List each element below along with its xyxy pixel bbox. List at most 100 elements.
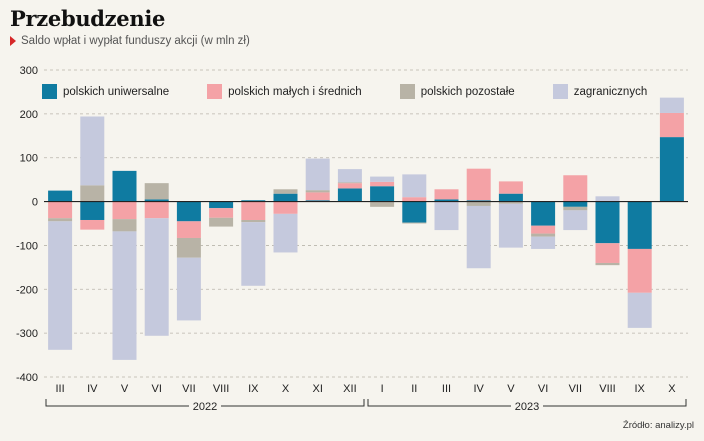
y-tick-label: 100 xyxy=(20,153,38,165)
x-tick-label: IX xyxy=(634,383,645,395)
x-tick-label: I xyxy=(381,383,384,395)
legend-swatch xyxy=(399,84,415,99)
bar-segment-male xyxy=(434,189,459,200)
year-label-bg xyxy=(189,400,221,412)
bar-segment-zagraniczne xyxy=(627,292,652,328)
bar-segment-uniwersalne xyxy=(659,137,684,202)
legend-label: polskich małych i średnich xyxy=(228,85,362,98)
bar-segment-pozostale xyxy=(595,262,620,266)
bar-segment-male xyxy=(241,201,266,220)
x-tick-label: II xyxy=(411,383,417,395)
bar-segment-male xyxy=(48,201,73,219)
bar-segment-uniwersalne xyxy=(627,201,652,249)
bar-segment-uniwersalne xyxy=(595,201,620,244)
bar-segment-uniwersalne xyxy=(498,193,523,202)
bar-segment-male xyxy=(337,183,362,189)
bar-segment-male xyxy=(305,192,330,201)
bar-segment-zagraniczne xyxy=(305,158,330,191)
bar-segment-male xyxy=(466,168,491,201)
bar-segment-zagraniczne xyxy=(531,236,556,249)
bar-segment-uniwersalne xyxy=(80,201,105,220)
bar-segment-male xyxy=(209,208,234,218)
bar-segment-zagraniczne xyxy=(498,203,523,248)
bar-segment-pozostale xyxy=(273,189,298,194)
bar-segment-male xyxy=(402,197,427,202)
y-tick-label: -100 xyxy=(16,240,38,252)
bar-segment-uniwersalne xyxy=(466,200,491,202)
chart-subtitle: Saldo wpłat i wypłat funduszy akcji (w m… xyxy=(10,35,250,47)
bar-segment-uniwersalne xyxy=(434,199,459,202)
bar-segment-male xyxy=(144,201,169,219)
bar-segment-pozostale xyxy=(563,206,588,211)
bar-segment-zagraniczne xyxy=(80,116,105,186)
red-triangle-icon xyxy=(10,36,16,46)
bar-segment-zagraniczne xyxy=(144,218,169,336)
bar-segment-uniwersalne xyxy=(176,201,201,222)
bar-segment-zagraniczne xyxy=(659,97,684,113)
y-tick-label: 300 xyxy=(20,65,38,77)
bar-segment-pozostale xyxy=(176,237,201,258)
legend-label: zagranicznych xyxy=(573,85,648,98)
bar-segment-zagraniczne xyxy=(434,201,459,231)
bar-segment-zagraniczne xyxy=(241,222,266,286)
bar-segment-male xyxy=(370,181,395,187)
legend-swatch xyxy=(552,84,568,99)
bar-segment-zagraniczne xyxy=(595,196,620,202)
x-tick-label: VI xyxy=(538,383,548,395)
legend-swatch xyxy=(207,84,223,99)
x-tick-label: V xyxy=(507,383,515,395)
year-label-bg xyxy=(511,400,543,412)
x-tick-label: X xyxy=(282,383,290,395)
bar-segment-male xyxy=(273,201,298,214)
bar-segment-uniwersalne xyxy=(144,199,169,202)
bar-segment-pozostale xyxy=(112,219,137,232)
chart-title: Przebudzenie xyxy=(10,6,166,31)
x-tick-label: IX xyxy=(248,383,259,395)
bar-segment-male xyxy=(80,219,105,230)
bar-segment-uniwersalne xyxy=(48,190,73,202)
bar-segment-pozostale xyxy=(337,182,362,184)
bar-segment-pozostale xyxy=(144,183,169,200)
chart-subtitle-text: Saldo wpłat i wypłat funduszy akcji (w m… xyxy=(21,35,250,47)
bar-segment-pozostale xyxy=(241,219,266,223)
y-tick-label: -200 xyxy=(16,284,38,296)
x-tick-label: V xyxy=(121,383,129,395)
legend-item-male: polskich małych i średnich xyxy=(207,84,362,99)
bar-segment-male xyxy=(627,248,652,293)
bar-segment-male xyxy=(112,201,137,220)
bar-segment-uniwersalne xyxy=(531,201,556,226)
bar-segment-pozostale xyxy=(305,190,330,193)
x-tick-label: VII xyxy=(569,383,582,395)
bar-segment-pozostale xyxy=(402,222,427,224)
bar-segment-male xyxy=(498,181,523,194)
bar-segment-zagraniczne xyxy=(466,205,491,269)
x-tick-label: VII xyxy=(182,383,195,395)
bar-segment-uniwersalne xyxy=(563,201,588,207)
bar-segment-pozostale xyxy=(209,217,234,227)
bar-segment-uniwersalne xyxy=(370,186,395,202)
x-tick-label: VI xyxy=(151,383,161,395)
bar-segment-uniwersalne xyxy=(273,193,298,202)
bar-segment-uniwersalne xyxy=(305,200,330,202)
bar-segment-uniwersalne xyxy=(402,201,427,223)
bar-segment-pozostale xyxy=(466,201,491,206)
bar-segment-zagraniczne xyxy=(402,174,427,198)
bar-segment-zagraniczne xyxy=(370,176,395,182)
bar-segment-uniwersalne xyxy=(337,188,362,202)
x-tick-label: IV xyxy=(473,383,484,395)
bar-segment-male xyxy=(595,243,620,263)
bar-segment-pozostale xyxy=(498,201,523,204)
x-tick-label: IV xyxy=(87,383,98,395)
bar-segment-uniwersalne xyxy=(112,170,137,202)
y-tick-label: 0 xyxy=(32,197,38,209)
bar-segment-pozostale xyxy=(531,233,556,237)
chart-legend: polskich uniwersalne polskich małych i ś… xyxy=(42,84,685,99)
bar-segment-uniwersalne xyxy=(241,200,266,202)
y-tick-label: -400 xyxy=(16,372,38,384)
bar-segment-zagraniczne xyxy=(273,213,298,253)
year-label: 2023 xyxy=(515,401,539,413)
bar-segment-male xyxy=(563,175,588,202)
bar-segment-zagraniczne xyxy=(563,210,588,231)
legend-item-uniwersalne: polskich uniwersalne xyxy=(42,84,169,99)
